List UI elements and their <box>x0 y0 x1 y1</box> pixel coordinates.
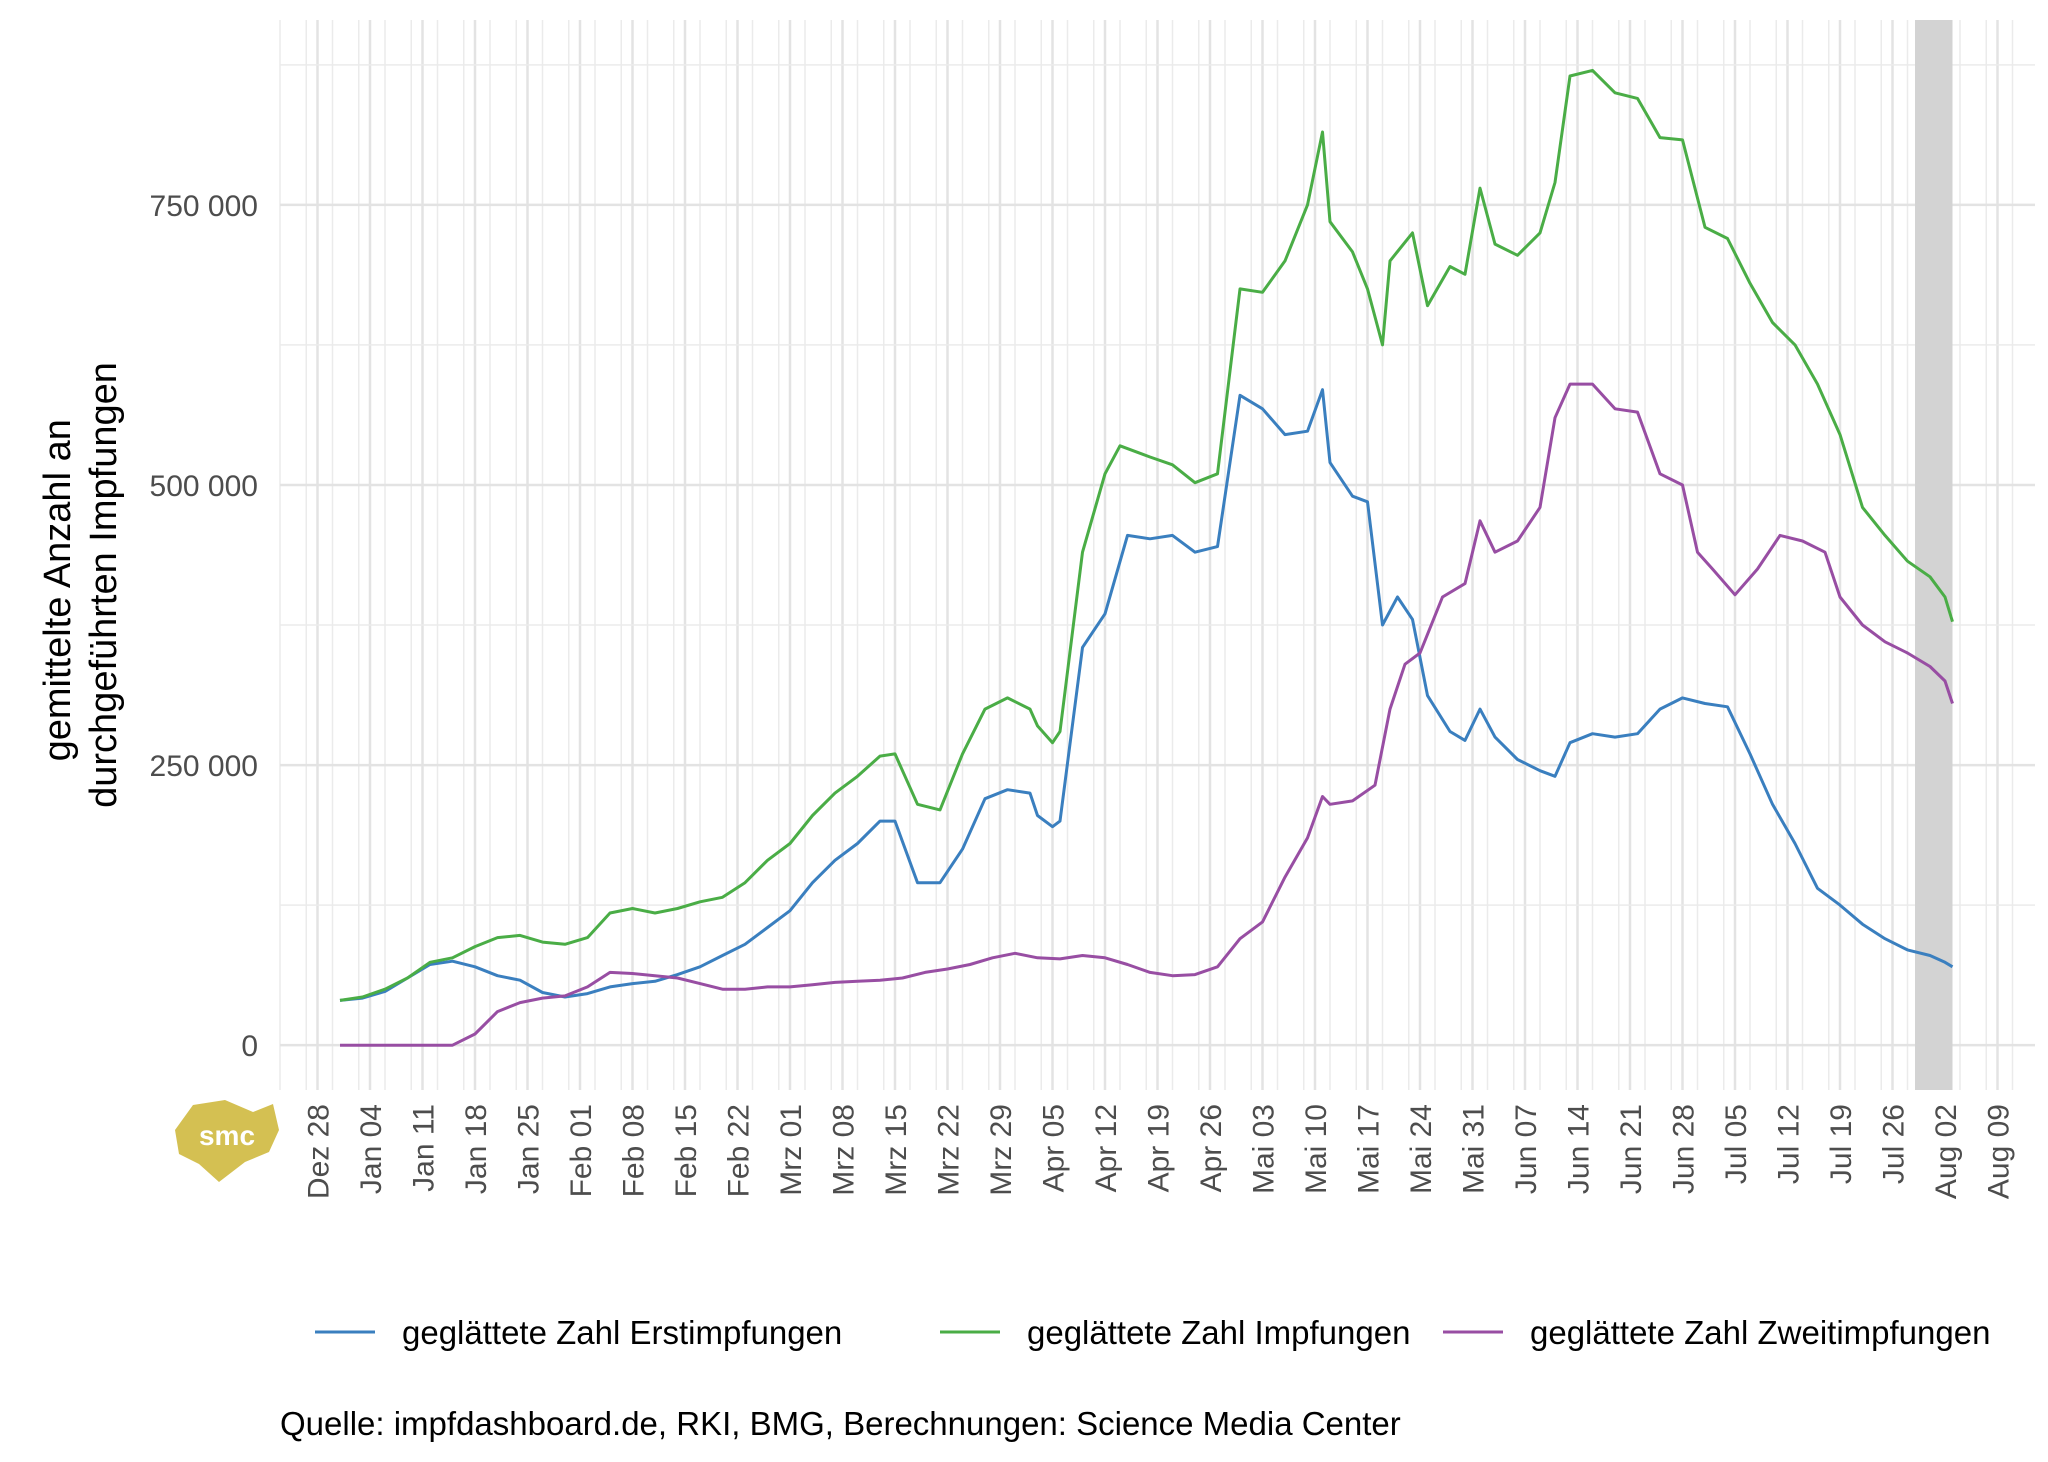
x-tick-label: Apr 12 <box>1090 1104 1123 1192</box>
x-tick-label: Mai 24 <box>1405 1104 1438 1194</box>
x-tick-label: Mrz 15 <box>880 1104 913 1196</box>
x-tick-label: Jun 21 <box>1615 1104 1648 1194</box>
x-tick-label: Mrz 08 <box>828 1104 861 1196</box>
y-axis-label: gemittelte Anzahl an durchgeführten Impf… <box>37 362 125 808</box>
x-tick-label: Mai 03 <box>1248 1104 1281 1194</box>
series-lines <box>339 68 1954 1047</box>
shaded-region <box>1915 20 1953 1090</box>
x-tick-label: Jul 12 <box>1773 1104 1806 1184</box>
shaded-region-rect <box>1915 20 1953 1090</box>
legend-label-3: geglättete Zahl Zweitimpfungen <box>1530 1314 1990 1351</box>
legend: geglättete Zahl Erstimpfungen geglättete … <box>315 1314 1990 1351</box>
series-line-1 <box>339 388 1954 1002</box>
x-tick-label: Feb 08 <box>618 1104 651 1197</box>
x-tick-label: Jun 14 <box>1563 1104 1596 1194</box>
x-axis-ticks: Dez 28 Jan 04 Jan 11 Jan 18 Jan 25 Feb 01 Feb … <box>303 1104 2016 1199</box>
x-tick-label: Feb 22 <box>723 1104 756 1197</box>
legend-label-1: geglättete Zahl Erstimpfungen <box>402 1314 842 1351</box>
x-tick-label: Jan 25 <box>513 1104 546 1194</box>
series-line-3 <box>340 382 1954 1047</box>
x-tick-label: Jan 11 <box>408 1104 441 1192</box>
x-tick-label: Dez 28 <box>303 1104 336 1199</box>
y-tick-label: 750 000 <box>150 190 258 223</box>
x-tick-label: Jan 18 <box>460 1104 493 1194</box>
y-axis-label-line-2: durchgeführten Impfungen <box>83 362 125 808</box>
logo: smc <box>175 1100 279 1182</box>
y-tick-label: 0 <box>241 1030 258 1063</box>
x-tick-label: Mai 17 <box>1353 1104 1386 1194</box>
x-tick-label: Jun 07 <box>1510 1104 1543 1194</box>
x-tick-label: Apr 19 <box>1143 1104 1176 1192</box>
y-tick-label: 250 000 <box>150 750 258 783</box>
x-tick-label: Mrz 01 <box>775 1104 808 1196</box>
x-tick-label: Feb 01 <box>565 1104 598 1197</box>
x-tick-label: Aug 09 <box>1983 1104 2016 1199</box>
grid <box>279 20 2035 1090</box>
y-tick-label: 500 000 <box>150 470 258 503</box>
x-tick-label: Apr 05 <box>1038 1104 1071 1192</box>
x-tick-label: Jan 04 <box>355 1104 388 1194</box>
series-line-2 <box>339 68 1954 1002</box>
x-tick-label: Mai 10 <box>1300 1104 1333 1194</box>
logo-shape-icon <box>175 1100 279 1182</box>
x-tick-label: Mrz 29 <box>985 1104 1018 1196</box>
x-tick-label: Mrz 22 <box>933 1104 966 1196</box>
logo-text: smc <box>199 1120 255 1151</box>
caption: Quelle: impfdashboard.de, RKI, BMG, Bere… <box>280 1405 1401 1442</box>
x-tick-label: Mai 31 <box>1458 1104 1491 1194</box>
x-tick-label: Aug 02 <box>1930 1104 1963 1199</box>
legend-label-2: geglättete Zahl Impfungen <box>1027 1314 1410 1351</box>
x-tick-label: Jul 26 <box>1878 1104 1911 1184</box>
x-tick-label: Jul 05 <box>1720 1104 1753 1184</box>
y-axis-ticks: 0 250 000 500 000 750 000 <box>150 190 258 1063</box>
x-tick-label: Jun 28 <box>1668 1104 1701 1194</box>
x-tick-label: Feb 15 <box>670 1104 703 1197</box>
x-tick-label: Apr 26 <box>1195 1104 1228 1192</box>
x-tick-label: Jul 19 <box>1825 1104 1858 1184</box>
y-axis-label-line-1: gemittelte Anzahl an <box>37 419 79 761</box>
